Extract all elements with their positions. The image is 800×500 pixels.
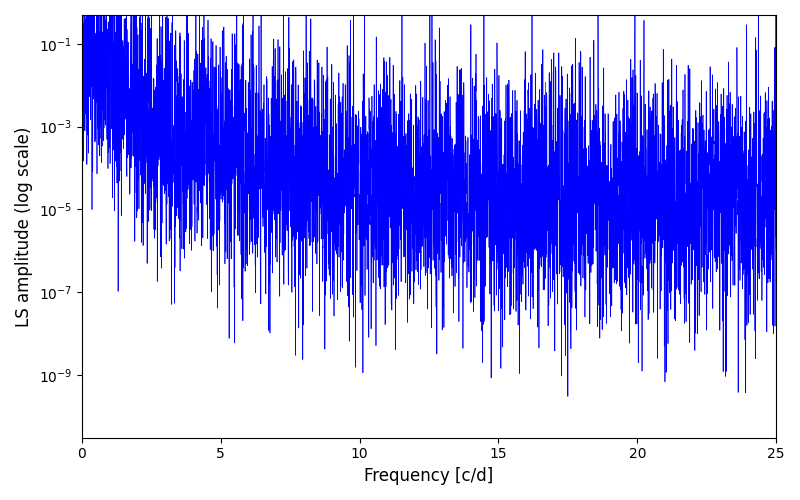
X-axis label: Frequency [c/d]: Frequency [c/d] xyxy=(364,467,494,485)
Y-axis label: LS amplitude (log scale): LS amplitude (log scale) xyxy=(15,126,33,326)
